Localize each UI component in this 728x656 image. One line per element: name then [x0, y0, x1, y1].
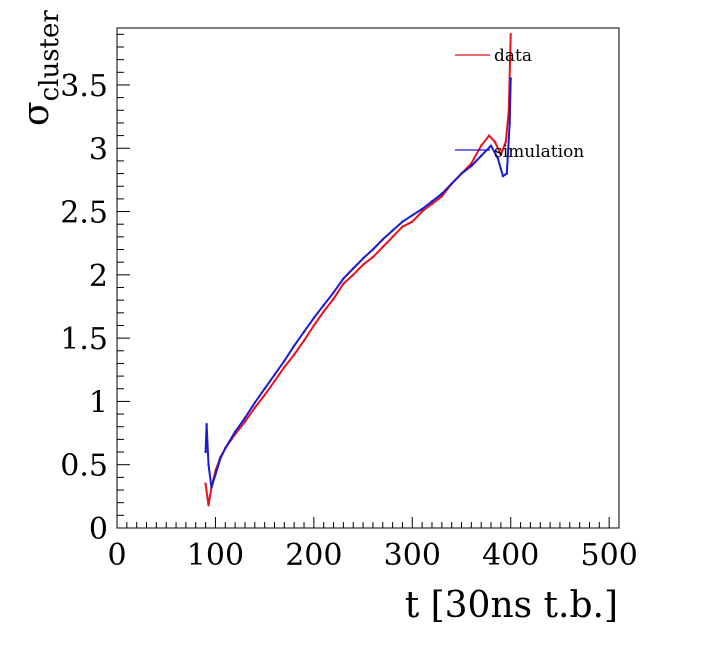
data-point-simulation [496, 157, 500, 160]
x-tick-label: 200 [285, 538, 342, 573]
data-point-data [273, 379, 276, 383]
y-axis-title-sub: cluster [35, 10, 65, 102]
data-point-data [312, 324, 316, 327]
y-tick-label: 3.5 [60, 69, 108, 104]
y-tick-label: 3 [89, 132, 108, 167]
data-point-data [411, 220, 414, 223]
data-point-simulation [204, 450, 207, 454]
data-point-simulation [381, 238, 384, 241]
x-tick-label: 100 [187, 538, 244, 573]
data-point-simulation [302, 330, 306, 333]
y-tick-label: 2 [89, 259, 108, 294]
plot-frame [116, 27, 620, 529]
data-point-simulation [470, 164, 473, 168]
data-point-simulation [322, 304, 325, 307]
x-tick-label: 500 [581, 538, 638, 573]
data-point-data [509, 33, 512, 36]
y-tick-label: 0.5 [60, 449, 108, 484]
data-point-simulation [233, 430, 237, 433]
data-point-simulation [312, 316, 316, 320]
data-point-simulation [352, 267, 355, 270]
data-point-data [499, 153, 503, 156]
data-point-simulation [224, 447, 227, 450]
x-tick-label: 0 [107, 538, 126, 573]
data-point-simulation [263, 387, 266, 390]
data-point-data [401, 225, 404, 228]
series-line-simulation [204, 78, 512, 489]
y-tick-label: 0 [89, 512, 108, 547]
data-point-data [204, 482, 207, 485]
data-point-simulation [420, 207, 424, 211]
data-point-simulation [205, 423, 208, 426]
data-point-data [391, 235, 394, 239]
data-point-simulation [243, 416, 247, 420]
data-point-simulation [207, 463, 210, 466]
data-point-data [479, 144, 483, 147]
x-tick-label: 300 [384, 538, 441, 573]
y-axis-title-main: σ [16, 101, 57, 126]
data-point-simulation [450, 182, 453, 185]
y-tick-label: 2.5 [60, 196, 108, 231]
data-point-simulation [371, 248, 375, 251]
data-point-simulation [411, 214, 414, 217]
data-point-simulation [391, 229, 394, 232]
data-point-data [207, 504, 210, 507]
data-point-data [487, 134, 491, 137]
data-point-data [371, 255, 375, 259]
data-point-data [322, 310, 325, 313]
data-point-simulation [214, 473, 217, 477]
data-point-data [420, 210, 424, 213]
data-point-simulation [342, 277, 345, 280]
y-axis-ticks: 0 0.5 1 1.5 2 2.5 3 3.5 [60, 33, 130, 547]
data-point-simulation [509, 77, 512, 80]
legend-label-data: data [494, 46, 532, 66]
data-point-simulation [283, 359, 286, 363]
data-point-data [493, 140, 497, 144]
x-axis-title: t [30ns t.b.] [405, 585, 618, 626]
y-tick-label: 1 [89, 385, 108, 420]
data-point-simulation [253, 401, 257, 404]
data-point-simulation [273, 373, 276, 377]
data-point-data [302, 339, 306, 342]
data-point-data [332, 297, 335, 301]
data-point-simulation [430, 200, 434, 203]
data-point-data [253, 406, 257, 409]
x-tick-label: 400 [482, 538, 539, 573]
y-tick-label: 1.5 [60, 322, 108, 357]
data-point-simulation [219, 457, 222, 460]
svg-text:σcluster: σcluster [16, 10, 65, 126]
data-point-data [352, 273, 355, 277]
data-point-simulation [479, 154, 483, 158]
x-axis-ticks: 0 100 200 300 400 500 [107, 517, 638, 573]
legend-label-simulation: simulation [494, 142, 584, 162]
data-point-simulation [440, 192, 444, 196]
data-point-data [263, 393, 266, 397]
data-point-simulation [489, 144, 493, 147]
data-point-simulation [501, 174, 505, 178]
data-point-data [342, 282, 345, 285]
data-point-data [361, 263, 365, 266]
data-point-simulation [361, 257, 365, 260]
data-point-data [430, 202, 434, 206]
y-axis-title: σcluster [16, 10, 65, 126]
data-point-simulation [505, 172, 508, 175]
data-point-data [381, 245, 384, 249]
data-point-simulation [460, 172, 463, 175]
data-point-data [440, 195, 444, 198]
data-point-data [243, 420, 247, 423]
data-point-data [292, 353, 296, 356]
data-point-data [504, 140, 508, 144]
data-point-simulation [401, 220, 404, 223]
legend: data simulation [455, 46, 584, 162]
data-point-data [283, 366, 286, 369]
series-line-data [204, 34, 512, 507]
data-point-simulation [508, 121, 511, 125]
series-layer [204, 33, 512, 507]
data-point-simulation [292, 344, 296, 347]
data-point-simulation [210, 486, 213, 489]
data-point-simulation [332, 291, 335, 294]
